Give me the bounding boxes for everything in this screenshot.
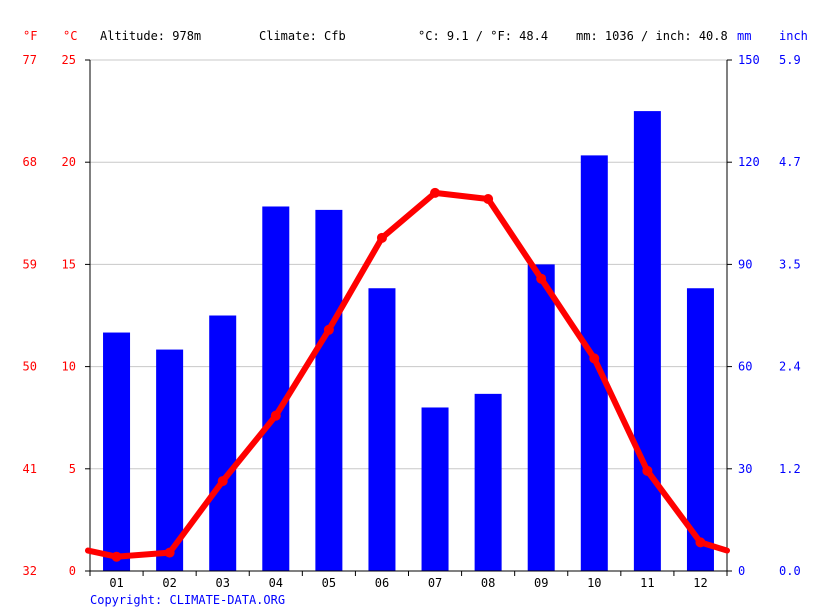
gridlines (90, 59, 727, 470)
celsius-tick-label: 25 (62, 53, 76, 67)
fahrenheit-tick-label: 32 (23, 564, 37, 578)
mm-tick-label: 120 (738, 155, 760, 169)
precipitation-bar (262, 206, 290, 571)
climate-label: Climate: Cfb (259, 29, 346, 43)
fahrenheit-tick-label: 59 (23, 257, 37, 271)
mm-tick-label: 30 (738, 462, 752, 476)
temperature-point (536, 273, 547, 284)
month-tick-label: 01 (109, 576, 123, 590)
mm-tick-label: 60 (738, 360, 752, 374)
copyright-label: Copyright: CLIMATE-DATA.ORG (90, 593, 285, 607)
axes (85, 59, 732, 576)
temperature-point (695, 537, 706, 548)
temperature-point (164, 547, 175, 558)
temperature-point (217, 476, 228, 487)
temperature-point (483, 193, 494, 204)
precipitation-bar (686, 288, 714, 571)
inch-tick-label: 2.4 (779, 360, 801, 374)
celsius-tick-label: 10 (62, 360, 76, 374)
month-tick-label: 03 (215, 576, 229, 590)
month-tick-label: 04 (269, 576, 283, 590)
precipitation-bars (103, 111, 714, 572)
temperature-point (589, 353, 600, 364)
month-tick-label: 05 (322, 576, 336, 590)
fahrenheit-tick-label: 68 (23, 155, 37, 169)
inch-tick-label: 5.9 (779, 53, 801, 67)
mm-tick-label: 90 (738, 257, 752, 271)
inch-tick-label: 3.5 (779, 257, 801, 271)
temperature-point (642, 465, 653, 476)
inch-tick-label: 1.2 (779, 462, 801, 476)
unit-celsius-label: °C (63, 29, 77, 43)
month-tick-label: 10 (587, 576, 601, 590)
total-precipitation-label: mm: 1036 / inch: 40.8 (576, 29, 728, 43)
month-tick-label: 07 (428, 576, 442, 590)
temperature-point (376, 232, 387, 243)
precipitation-bar (315, 209, 343, 572)
precipitation-bar (633, 111, 661, 571)
unit-fahrenheit-label: °F (23, 29, 37, 43)
celsius-tick-label: 0 (69, 564, 76, 578)
month-tick-label: 06 (375, 576, 389, 590)
temperature-point (323, 324, 334, 335)
month-tick-label: 02 (162, 576, 176, 590)
inch-tick-label: 0.0 (779, 564, 801, 578)
temperature-polyline (85, 189, 730, 560)
unit-mm-label: mm (737, 29, 751, 43)
mm-tick-label: 150 (738, 53, 760, 67)
precipitation-bar (474, 393, 502, 571)
unit-inch-label: inch (779, 29, 808, 43)
tick-labels: 32 0 0 0.041 5 30 1.250 10 60 2.459 15 90 3.568 20 120… (23, 53, 801, 590)
month-tick-label: 12 (693, 576, 707, 590)
temperature-line (85, 187, 730, 562)
precipitation-bar (103, 332, 131, 571)
precipitation-bar (368, 288, 396, 571)
temperature-point (270, 410, 281, 421)
celsius-tick-label: 15 (62, 257, 76, 271)
month-tick-label: 11 (640, 576, 654, 590)
average-temperature-label: °C: 9.1 / °F: 48.4 (418, 29, 548, 43)
temperature-point (430, 187, 441, 198)
fahrenheit-tick-label: 77 (23, 53, 37, 67)
month-tick-label: 09 (534, 576, 548, 590)
fahrenheit-tick-label: 41 (23, 462, 37, 476)
month-tick-label: 08 (481, 576, 495, 590)
mm-tick-label: 0 (738, 564, 745, 578)
temperature-point (111, 551, 122, 562)
celsius-tick-label: 20 (62, 155, 76, 169)
precipitation-bar (209, 315, 237, 571)
precipitation-bar (156, 349, 184, 571)
precipitation-bar (421, 407, 449, 571)
precipitation-bar (527, 264, 555, 571)
celsius-tick-label: 5 (69, 462, 76, 476)
fahrenheit-tick-label: 50 (23, 360, 37, 374)
inch-tick-label: 4.7 (779, 155, 801, 169)
altitude-label: Altitude: 978m (100, 29, 201, 43)
